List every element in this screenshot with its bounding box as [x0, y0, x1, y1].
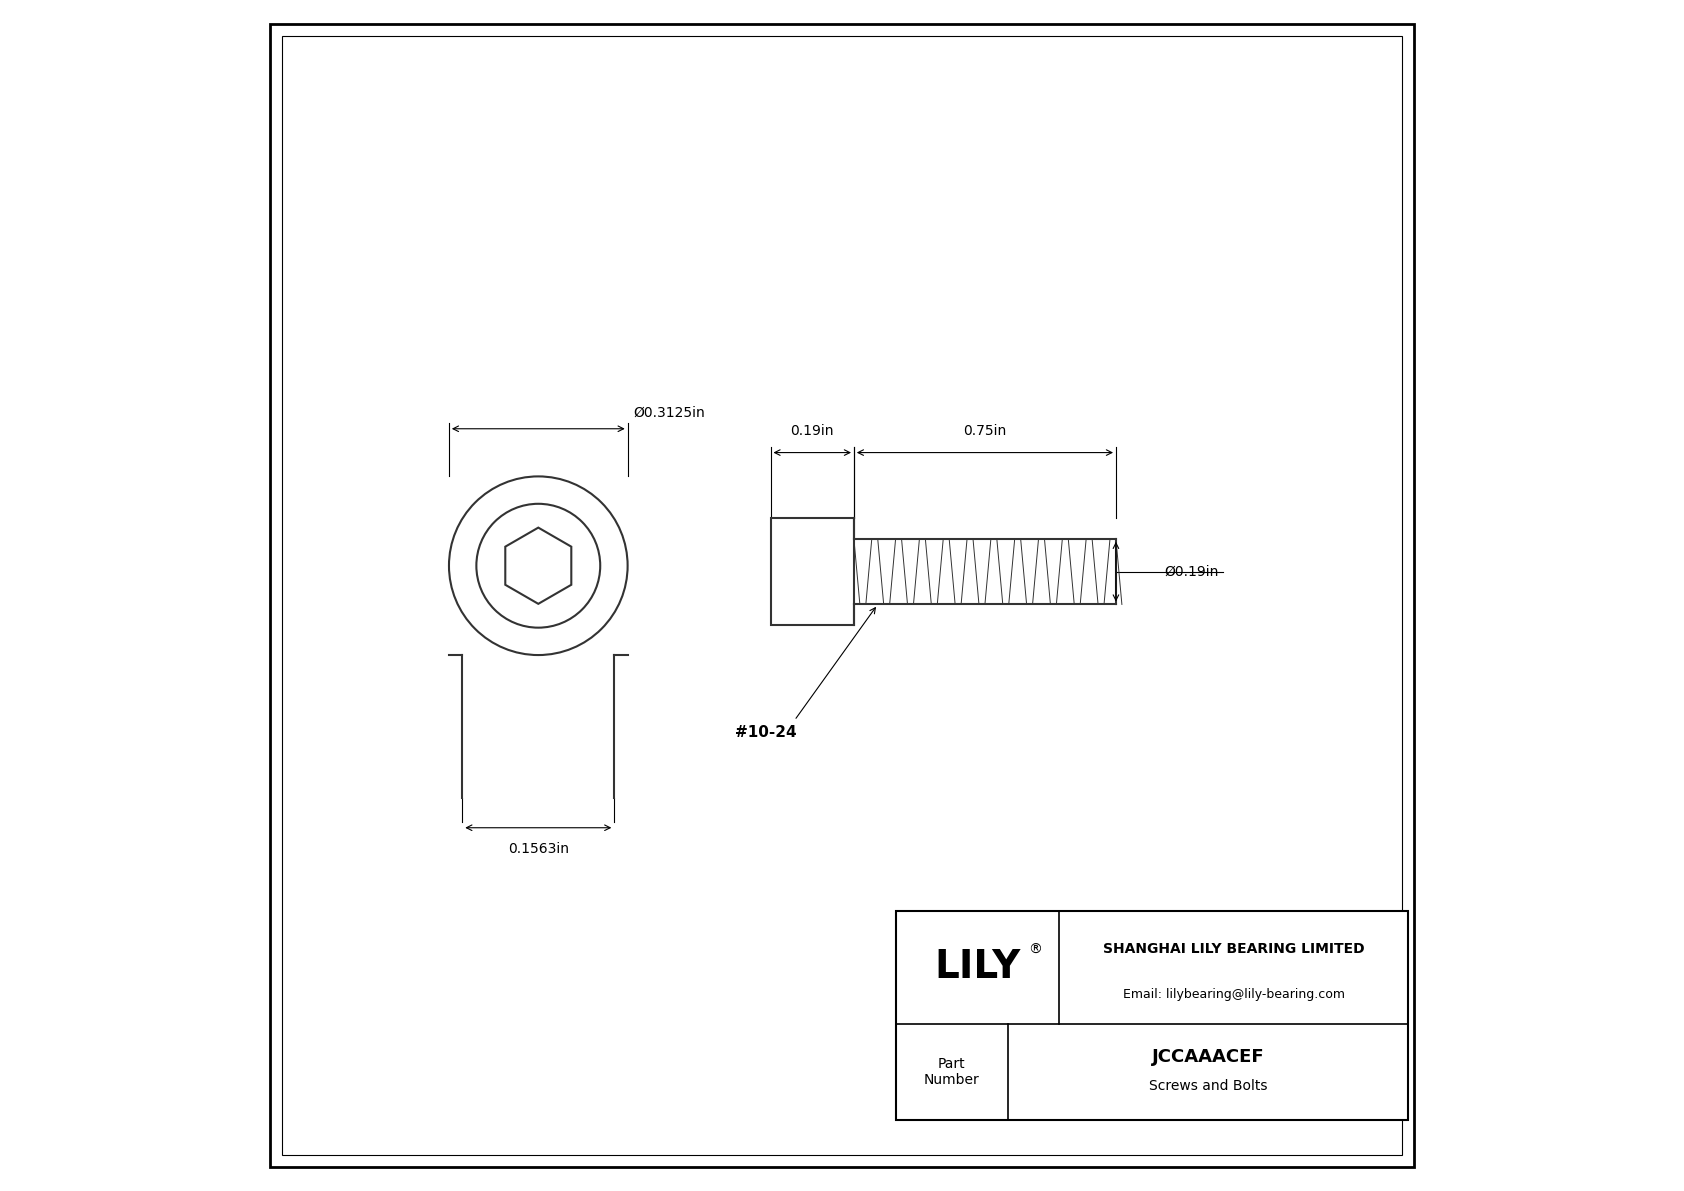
Text: SHANGHAI LILY BEARING LIMITED: SHANGHAI LILY BEARING LIMITED	[1103, 942, 1364, 955]
Text: ®: ®	[1027, 942, 1042, 956]
Text: 0.19in: 0.19in	[790, 424, 834, 438]
Bar	[896, 911, 1408, 1120]
Text: 0.1563in: 0.1563in	[509, 842, 569, 856]
Text: #10-24: #10-24	[734, 725, 797, 740]
Text: 0.75in: 0.75in	[963, 424, 1007, 438]
Text: Screws and Bolts: Screws and Bolts	[1148, 1079, 1268, 1093]
Circle shape	[477, 504, 600, 628]
Text: Ø0.19in: Ø0.19in	[1165, 565, 1219, 579]
FancyBboxPatch shape	[1642, 154, 1684, 194]
Text: Part
Number: Part Number	[925, 1056, 980, 1086]
Polygon shape	[505, 528, 571, 604]
Text: LILY: LILY	[935, 948, 1021, 986]
Ellipse shape	[1595, 144, 1649, 189]
Text: Email: lilybearing@lily-bearing.com: Email: lilybearing@lily-bearing.com	[1123, 989, 1344, 1000]
Circle shape	[450, 476, 628, 655]
Text: JCCAAACEF: JCCAAACEF	[1152, 1048, 1265, 1066]
Text: Ø0.3125in: Ø0.3125in	[633, 405, 706, 419]
Bar	[771, 518, 854, 625]
Ellipse shape	[1610, 154, 1635, 175]
